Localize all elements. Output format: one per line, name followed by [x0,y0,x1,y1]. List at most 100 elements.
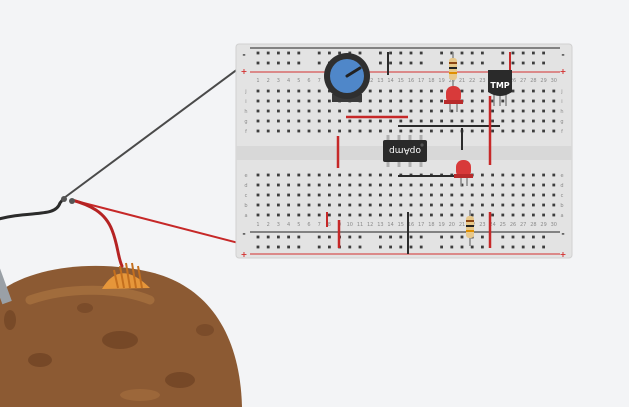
breadboard-hole[interactable] [532,203,535,207]
breadboard-hole[interactable] [317,173,321,177]
breadboard-hole[interactable] [440,213,443,217]
breadboard-hole[interactable] [419,213,423,217]
breadboard-hole[interactable] [501,129,505,133]
breadboard-hole[interactable] [317,89,321,93]
breadboard-hole[interactable] [470,193,474,197]
breadboard-hole[interactable] [256,213,260,217]
breadboard-hole[interactable] [430,193,433,197]
breadboard-hole[interactable] [256,109,260,113]
breadboard-hole[interactable] [328,183,331,187]
breadboard-hole[interactable] [542,173,545,177]
rail-hole[interactable] [419,235,423,239]
rail-hole[interactable] [297,61,301,65]
rail-hole[interactable] [501,51,505,55]
rail-hole[interactable] [532,245,535,249]
rail-hole[interactable] [389,61,392,65]
breadboard-hole[interactable] [379,119,382,123]
rail-hole[interactable] [532,51,535,55]
rail-hole[interactable] [256,51,260,55]
breadboard-hole[interactable] [287,213,290,217]
breadboard-hole[interactable] [297,89,301,93]
breadboard-hole[interactable] [430,183,433,187]
wire-black-to-rail[interactable] [63,53,259,199]
rail-hole[interactable] [470,51,474,55]
breadboard-hole[interactable] [277,119,280,123]
temperature-sensor[interactable]: TMP [488,70,512,106]
breadboard-hole[interactable] [491,193,494,197]
led-red[interactable] [444,86,463,112]
breadboard-hole[interactable] [399,89,403,93]
breadboard-hole[interactable] [542,119,545,123]
rail-hole[interactable] [277,61,280,65]
breadboard-hole[interactable] [399,193,403,197]
breadboard-hole[interactable] [511,99,515,103]
breadboard-hole[interactable] [297,213,301,217]
breadboard-hole[interactable] [511,183,515,187]
breadboard-hole[interactable] [430,99,433,103]
breadboard-hole[interactable] [552,173,556,177]
breadboard-hole[interactable] [532,89,535,93]
breadboard-hole[interactable] [277,173,280,177]
breadboard-hole[interactable] [440,99,443,103]
breadboard-hole[interactable] [501,173,505,177]
breadboard-hole[interactable] [521,119,525,123]
rail-hole[interactable] [317,235,321,239]
breadboard-hole[interactable] [307,129,311,133]
breadboard-hole[interactable] [491,109,494,113]
resistor[interactable] [466,210,474,246]
rail-hole[interactable] [277,235,280,239]
breadboard-hole[interactable] [399,129,403,133]
breadboard-hole[interactable] [379,173,382,177]
breadboard-hole[interactable] [277,109,280,113]
breadboard-hole[interactable] [542,213,545,217]
breadboard-hole[interactable] [358,109,362,113]
breadboard-hole[interactable] [481,173,484,177]
breadboard-hole[interactable] [379,193,382,197]
rail-hole[interactable] [358,235,362,239]
rail-hole[interactable] [399,51,403,55]
rail-hole[interactable] [450,245,454,249]
breadboard-hole[interactable] [317,129,321,133]
breadboard-hole[interactable] [481,213,484,217]
breadboard-hole[interactable] [379,203,382,207]
breadboard-hole[interactable] [287,203,290,207]
breadboard-hole[interactable] [379,109,382,113]
breadboard-hole[interactable] [501,193,505,197]
rail-hole[interactable] [287,245,290,249]
breadboard-hole[interactable] [542,99,545,103]
breadboard-hole[interactable] [389,89,392,93]
rail-hole[interactable] [256,235,260,239]
breadboard-hole[interactable] [409,129,413,133]
rail-hole[interactable] [379,61,382,65]
breadboard-hole[interactable] [491,129,494,133]
breadboard-hole[interactable] [430,203,433,207]
breadboard-hole[interactable] [460,203,464,207]
rail-hole[interactable] [317,61,321,65]
breadboard-hole[interactable] [450,109,454,113]
breadboard-hole[interactable] [501,119,505,123]
breadboard-hole[interactable] [552,203,556,207]
breadboard-hole[interactable] [328,203,331,207]
breadboard-hole[interactable] [348,213,352,217]
breadboard-hole[interactable] [317,203,321,207]
breadboard-hole[interactable] [542,183,545,187]
breadboard-hole[interactable] [307,213,311,217]
breadboard-hole[interactable] [440,109,443,113]
breadboard-hole[interactable] [521,99,525,103]
breadboard-hole[interactable] [511,203,515,207]
rail-hole[interactable] [532,61,535,65]
breadboard-hole[interactable] [358,213,362,217]
rail-hole[interactable] [450,235,454,239]
breadboard-hole[interactable] [501,109,505,113]
breadboard-hole[interactable] [552,193,556,197]
breadboard-hole[interactable] [419,193,423,197]
breadboard-hole[interactable] [409,119,413,123]
rail-hole[interactable] [379,235,382,239]
breadboard-hole[interactable] [317,183,321,187]
breadboard-hole[interactable] [470,129,474,133]
breadboard-hole[interactable] [552,129,556,133]
breadboard-hole[interactable] [277,99,280,103]
breadboard-hole[interactable] [481,183,484,187]
breadboard-hole[interactable] [481,193,484,197]
breadboard-hole[interactable] [440,193,443,197]
